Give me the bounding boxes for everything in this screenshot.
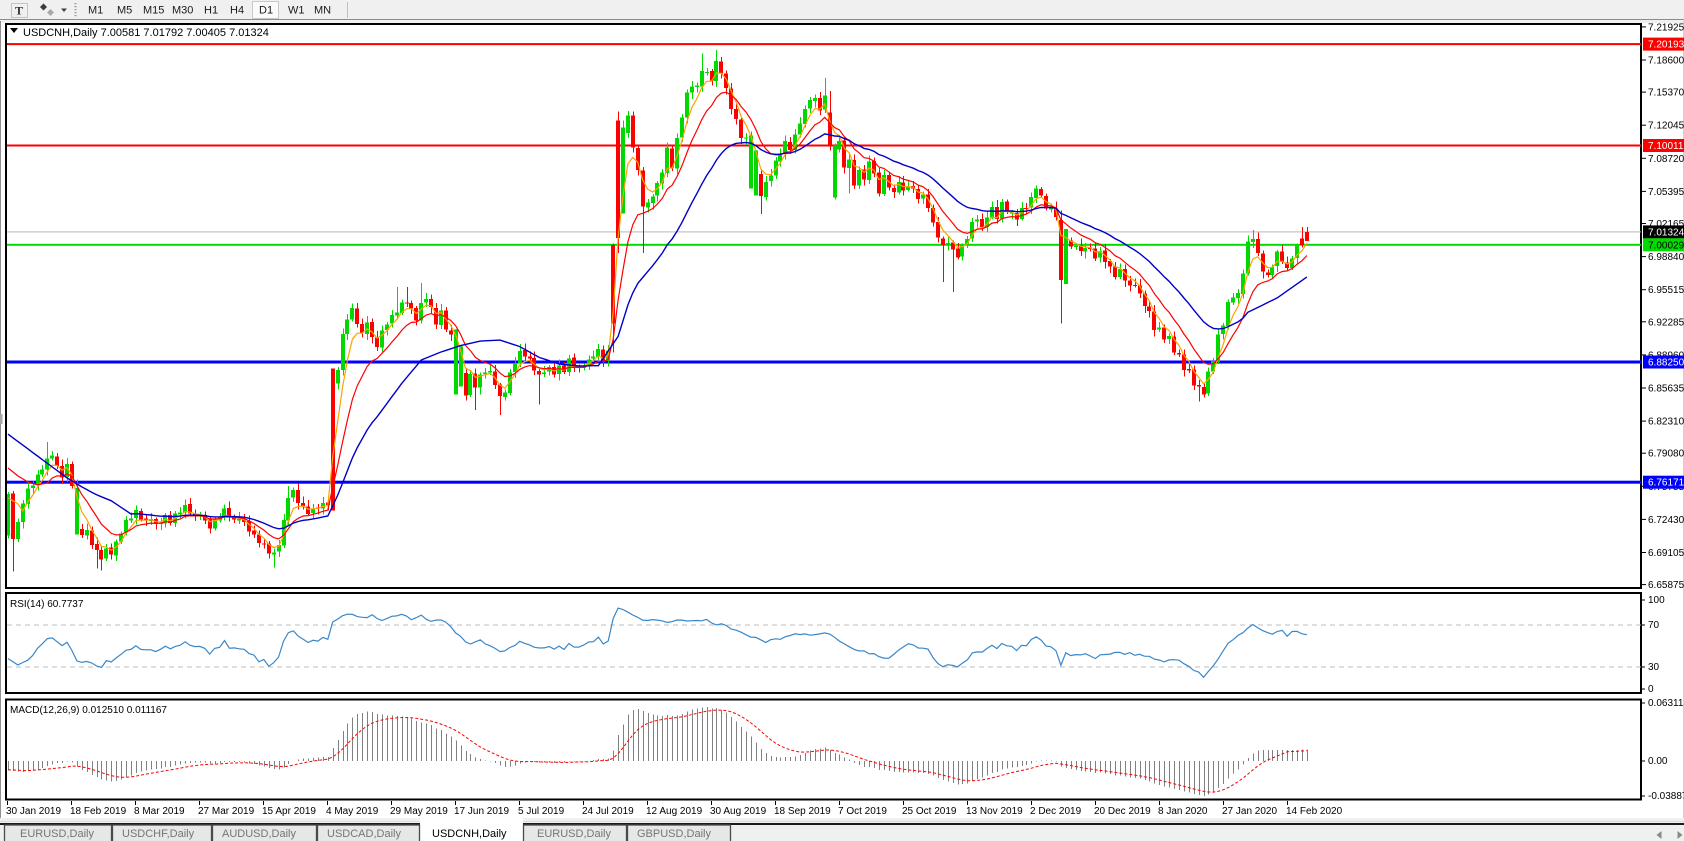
svg-text:RSI(14) 60.7737: RSI(14) 60.7737 [10, 599, 84, 610]
svg-text:7.12045: 7.12045 [1648, 121, 1684, 132]
svg-text:29 May 2019: 29 May 2019 [390, 806, 448, 817]
svg-text:6.82310: 6.82310 [1648, 417, 1684, 428]
svg-text:-0.038872: -0.038872 [1648, 791, 1684, 802]
svg-text:USDCNH,Daily: USDCNH,Daily [432, 828, 507, 840]
svg-text:M1: M1 [88, 5, 103, 17]
svg-text:17 Jun 2019: 17 Jun 2019 [454, 806, 509, 817]
svg-text:30 Jan 2019: 30 Jan 2019 [6, 806, 61, 817]
svg-text:6.98840: 6.98840 [1648, 252, 1684, 263]
svg-text:15 Apr 2019: 15 Apr 2019 [262, 806, 316, 817]
svg-text:GBPUSD,Daily: GBPUSD,Daily [637, 828, 711, 840]
svg-text:6.88250: 6.88250 [1648, 358, 1684, 369]
svg-text:6.65875: 6.65875 [1648, 580, 1684, 591]
svg-text:100: 100 [1648, 595, 1665, 606]
svg-text:4 May 2019: 4 May 2019 [326, 806, 379, 817]
svg-text:5 Jul 2019: 5 Jul 2019 [518, 806, 565, 817]
svg-text:6.79080: 6.79080 [1648, 449, 1684, 460]
svg-text:2 Dec 2019: 2 Dec 2019 [1030, 806, 1082, 817]
svg-text:D1: D1 [259, 5, 273, 17]
svg-text:6.72430: 6.72430 [1648, 515, 1684, 526]
svg-text:7.02165: 7.02165 [1648, 219, 1684, 230]
svg-text:7.01324: 7.01324 [1648, 227, 1684, 238]
svg-text:0.00: 0.00 [1648, 756, 1668, 767]
svg-text:7 Oct 2019: 7 Oct 2019 [838, 806, 887, 817]
svg-text:7.10011: 7.10011 [1648, 141, 1684, 152]
svg-text:20 Dec 2019: 20 Dec 2019 [1094, 806, 1151, 817]
svg-text:USDCHF,Daily: USDCHF,Daily [122, 828, 195, 840]
svg-text:30 Aug 2019: 30 Aug 2019 [710, 806, 767, 817]
svg-text:7.15370: 7.15370 [1648, 88, 1684, 99]
svg-text:30: 30 [1648, 662, 1660, 673]
svg-text:18 Sep 2019: 18 Sep 2019 [774, 806, 831, 817]
svg-text:6.92285: 6.92285 [1648, 317, 1684, 328]
svg-text:7.00029: 7.00029 [1648, 240, 1684, 251]
svg-text:7.21925: 7.21925 [1648, 22, 1684, 33]
svg-text:M5: M5 [117, 5, 132, 17]
svg-text:EURUSD,Daily: EURUSD,Daily [20, 828, 94, 840]
svg-text:70: 70 [1648, 620, 1660, 631]
svg-text:M30: M30 [172, 5, 193, 17]
svg-text:8 Mar 2019: 8 Mar 2019 [134, 806, 185, 817]
svg-text:EURUSD,Daily: EURUSD,Daily [537, 828, 611, 840]
svg-text:6.76171: 6.76171 [1648, 478, 1684, 489]
svg-text:12 Aug 2019: 12 Aug 2019 [646, 806, 703, 817]
svg-text:USDCAD,Daily: USDCAD,Daily [327, 828, 401, 840]
svg-text:6.85635: 6.85635 [1648, 384, 1684, 395]
svg-text:13 Nov 2019: 13 Nov 2019 [966, 806, 1023, 817]
svg-text:14 Feb 2020: 14 Feb 2020 [1286, 806, 1343, 817]
svg-text:MACD(12,26,9) 0.012510 0.01116: MACD(12,26,9) 0.012510 0.011167 [10, 705, 167, 716]
svg-text:6.69105: 6.69105 [1648, 548, 1684, 559]
svg-text:7.08720: 7.08720 [1648, 154, 1684, 165]
svg-text:24 Jul 2019: 24 Jul 2019 [582, 806, 634, 817]
svg-text:25 Oct 2019: 25 Oct 2019 [902, 806, 957, 817]
svg-text:H4: H4 [230, 5, 244, 17]
svg-text:7.18600: 7.18600 [1648, 56, 1684, 67]
svg-text:T: T [15, 4, 23, 18]
svg-text:W1: W1 [288, 5, 305, 17]
svg-text:0: 0 [1648, 684, 1654, 695]
svg-text:27 Jan 2020: 27 Jan 2020 [1222, 806, 1277, 817]
svg-text:7.05395: 7.05395 [1648, 187, 1684, 198]
svg-text:0.063113: 0.063113 [1648, 698, 1684, 709]
svg-text:8 Jan 2020: 8 Jan 2020 [1158, 806, 1208, 817]
svg-text:27 Mar 2019: 27 Mar 2019 [198, 806, 255, 817]
svg-text:MN: MN [314, 5, 331, 17]
svg-text:6.95515: 6.95515 [1648, 285, 1684, 296]
svg-text:USDCNH,Daily 7.00581 7.01792: USDCNH,Daily 7.00581 7.01792 7.00405 7.0… [23, 27, 269, 39]
svg-text:18 Feb 2019: 18 Feb 2019 [70, 806, 127, 817]
svg-text:M15: M15 [143, 5, 164, 17]
svg-text:7.20193: 7.20193 [1648, 40, 1684, 51]
svg-text:AUDUSD,Daily: AUDUSD,Daily [222, 828, 296, 840]
svg-text:H1: H1 [204, 5, 218, 17]
